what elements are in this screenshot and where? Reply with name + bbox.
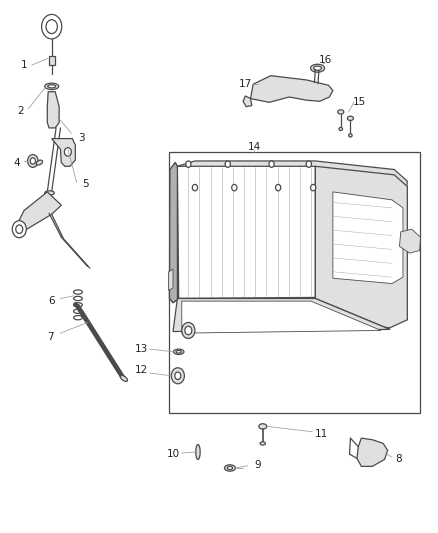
Circle shape	[42, 14, 62, 39]
Polygon shape	[47, 92, 59, 128]
Text: 15: 15	[353, 98, 366, 107]
Circle shape	[276, 184, 281, 191]
Ellipse shape	[260, 442, 265, 445]
Ellipse shape	[339, 127, 343, 131]
Circle shape	[28, 155, 38, 167]
Ellipse shape	[74, 296, 82, 301]
Polygon shape	[177, 166, 315, 298]
Circle shape	[171, 368, 184, 384]
Polygon shape	[17, 192, 61, 233]
Polygon shape	[169, 269, 173, 290]
Ellipse shape	[176, 351, 181, 353]
Ellipse shape	[314, 66, 321, 70]
Text: 2: 2	[18, 106, 25, 116]
Text: 6: 6	[48, 296, 55, 306]
Text: 14: 14	[247, 142, 261, 151]
Polygon shape	[399, 229, 420, 253]
Text: 17: 17	[239, 79, 252, 89]
Ellipse shape	[225, 465, 236, 471]
Circle shape	[192, 184, 198, 191]
Text: 9: 9	[254, 460, 261, 470]
Polygon shape	[75, 303, 125, 379]
Ellipse shape	[259, 424, 267, 429]
Text: 16: 16	[318, 55, 332, 64]
Ellipse shape	[74, 309, 82, 313]
Ellipse shape	[227, 466, 233, 470]
Polygon shape	[357, 438, 388, 466]
Text: 13: 13	[134, 344, 148, 354]
Circle shape	[269, 161, 274, 167]
Polygon shape	[170, 163, 177, 303]
Circle shape	[182, 322, 195, 338]
Text: 5: 5	[82, 179, 89, 189]
Circle shape	[46, 20, 57, 34]
Text: 8: 8	[395, 455, 402, 464]
Ellipse shape	[120, 375, 127, 382]
Bar	[169, 152, 420, 413]
Polygon shape	[243, 96, 252, 107]
Polygon shape	[182, 301, 381, 333]
Ellipse shape	[36, 160, 42, 165]
Polygon shape	[251, 76, 333, 102]
Ellipse shape	[311, 64, 325, 72]
Ellipse shape	[74, 316, 82, 320]
Polygon shape	[170, 163, 177, 303]
Text: 1: 1	[21, 60, 28, 70]
Polygon shape	[175, 161, 407, 197]
Bar	[49, 56, 55, 65]
Ellipse shape	[196, 445, 200, 459]
Circle shape	[186, 161, 191, 167]
Polygon shape	[333, 192, 403, 284]
Circle shape	[175, 372, 181, 379]
Circle shape	[64, 148, 71, 156]
Polygon shape	[52, 139, 75, 166]
Circle shape	[185, 326, 192, 335]
Ellipse shape	[74, 303, 82, 307]
Ellipse shape	[347, 116, 353, 120]
Ellipse shape	[349, 134, 352, 137]
Ellipse shape	[48, 85, 56, 88]
Text: 10: 10	[166, 449, 180, 459]
Circle shape	[12, 221, 26, 238]
Circle shape	[225, 161, 230, 167]
Polygon shape	[315, 166, 407, 328]
Circle shape	[306, 161, 311, 167]
Ellipse shape	[45, 83, 59, 90]
Text: 7: 7	[47, 332, 54, 342]
Text: 12: 12	[134, 366, 148, 375]
Circle shape	[30, 158, 35, 164]
Polygon shape	[173, 298, 390, 332]
Ellipse shape	[173, 349, 184, 354]
Ellipse shape	[45, 191, 54, 195]
Circle shape	[16, 225, 23, 233]
Ellipse shape	[338, 110, 344, 114]
Text: 11: 11	[315, 430, 328, 439]
Circle shape	[232, 184, 237, 191]
Circle shape	[311, 184, 316, 191]
Ellipse shape	[74, 290, 82, 294]
Text: 3: 3	[78, 133, 85, 142]
Text: 4: 4	[13, 158, 20, 167]
